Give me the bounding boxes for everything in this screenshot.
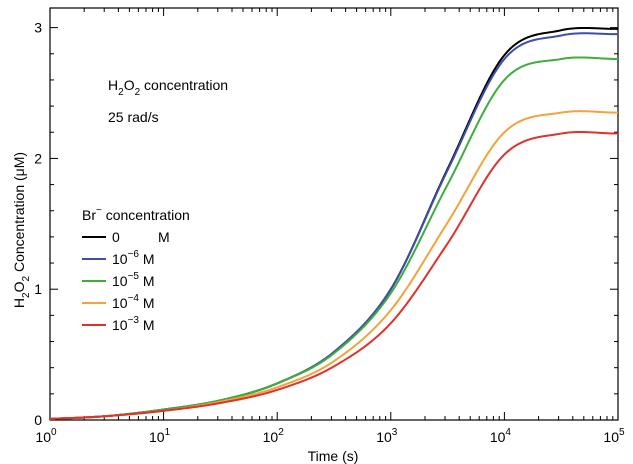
- series-line-4: [49, 131, 618, 420]
- legend-label-3: 10−4 M: [112, 293, 155, 311]
- legend-label-2: 10−5 M: [112, 271, 155, 289]
- y-tick-label: 1: [34, 281, 42, 297]
- y-axis-title: H2O2 Concentration (μM): [11, 152, 32, 308]
- series-group: [49, 26, 619, 420]
- axes: 0 1 2 3 100 101 102 103 104 105: [34, 7, 625, 445]
- legend: Br− concentration 0 M 10−6 M 10−5 M 10−4 M 10−…: [82, 205, 190, 333]
- legend-label-1: 10−6 M: [112, 249, 155, 267]
- x-tick-label: 102: [263, 427, 285, 445]
- x-axis-title: Time (s): [308, 448, 359, 464]
- series-line-3: [49, 110, 618, 420]
- legend-title: Br− concentration: [82, 205, 190, 223]
- y-tick-label: 2: [34, 150, 42, 166]
- y-tick-label: 3: [34, 20, 42, 36]
- annotation-rate: 25 rad/s: [108, 109, 159, 125]
- x-tick-label: 103: [376, 427, 398, 445]
- x-tick-label: 105: [603, 427, 625, 445]
- annotation-title: H2O2 concentration: [108, 77, 228, 98]
- y-tick-label: 0: [34, 412, 42, 428]
- x-tick-label: 104: [490, 427, 512, 445]
- x-tick-label: 100: [35, 427, 57, 445]
- plot-frame: [49, 7, 619, 421]
- x-tick-label: 101: [149, 427, 171, 445]
- legend-label-4: 10−3 M: [112, 315, 155, 333]
